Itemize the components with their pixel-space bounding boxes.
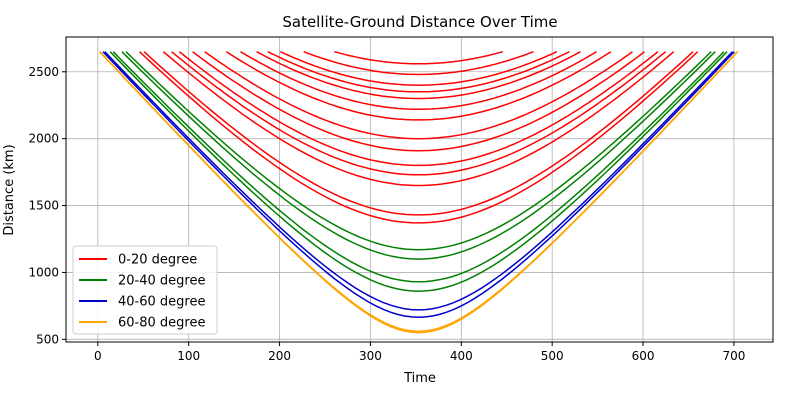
series-1-pass-line [121,51,716,260]
series-0-pass-line [256,51,581,100]
x-tick-label: 0 [94,349,102,363]
series-2-pass-line [104,51,733,311]
x-tick-label: 400 [450,349,473,363]
legend-label: 40-60 degree [118,295,205,310]
legend-label: 60-80 degree [118,316,205,331]
plot-frame [65,36,774,343]
series-0-pass-line [334,50,504,65]
x-ticks: 0 100 200 300 400 500 600 700 [94,342,745,363]
series-0-pass-line [303,50,534,76]
legend: 0-20 degree 20-40 degree 40-60 degree 60-80… [72,245,218,335]
legend-label: 20-40 degree [118,274,205,289]
legend-label: 0-20 degree [118,253,197,268]
series-2-pass-line [102,51,735,319]
series-0-pass-line [225,51,612,121]
x-tick-label: 700 [722,349,745,363]
x-tick-label: 600 [632,349,655,363]
series-1-pass-line [109,51,728,292]
y-tick-label: 500 [36,332,59,346]
y-tick-label: 2500 [28,65,59,79]
x-tick-label: 100 [177,349,200,363]
x-tick-label: 300 [359,349,382,363]
series-0-pass-line [171,51,667,176]
series-0-pass-line [279,51,558,86]
series-lines [99,50,739,334]
y-axis-label: Distance (km) [2,144,17,235]
legend-box [72,245,218,335]
x-axis-label: Time [403,371,436,386]
series-0-pass-line [143,51,694,216]
x-tick-label: 200 [268,349,291,363]
series-0-pass-line [267,51,570,93]
y-ticks: 500 1000 1500 2000 2500 [28,65,66,346]
series-3-pass-line [99,51,739,334]
series-0-pass-line [178,51,659,167]
series-0-pass-line [240,51,597,110]
series-1-pass-line [112,51,725,283]
series-0-pass-line [162,51,675,187]
chart-title: Satellite-Ground Distance Over Time [282,13,557,31]
grid [66,37,773,342]
x-tick-label: 500 [541,349,564,363]
y-tick-label: 1500 [28,199,59,213]
y-tick-label: 2000 [28,132,59,146]
y-tick-label: 1000 [28,265,59,279]
series-1-pass-line [125,51,712,251]
series-0-pass-line [138,51,699,224]
series-0-pass-line [204,51,633,140]
series-0-pass-line [192,51,646,152]
